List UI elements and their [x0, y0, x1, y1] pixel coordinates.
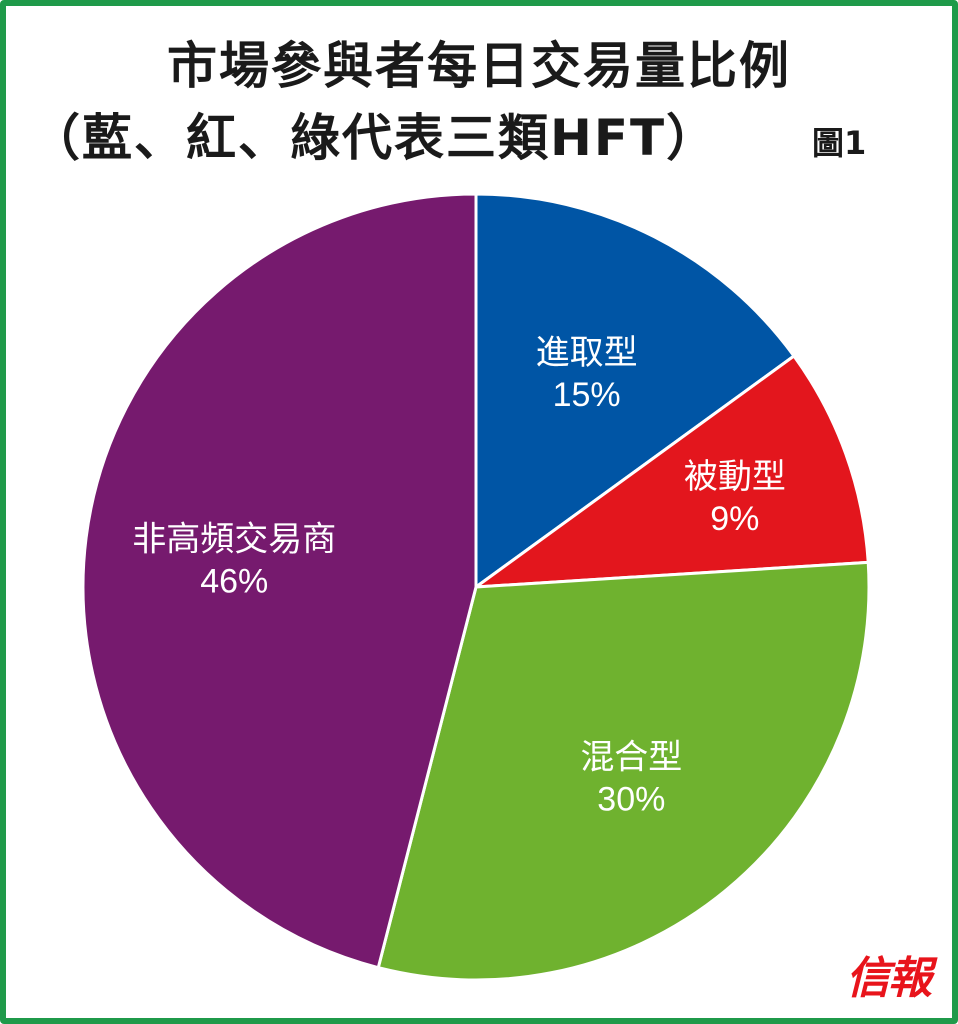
slice-value-label: 9%: [710, 500, 759, 538]
slice-value-label: 15%: [553, 376, 621, 414]
pie-slice-1: [474, 192, 797, 590]
figure-label: 圖1: [812, 124, 867, 162]
slice-name-label: 進取型: [536, 334, 638, 372]
slice-value-label: 46%: [200, 562, 268, 600]
brand-logo: 信報: [846, 953, 932, 1004]
pie-slice-2: [470, 353, 870, 589]
chart-title: 市場參與者每日交易量比例: [167, 37, 791, 95]
chart-subtitle: （藍、紅、綠代表三類HFT）: [30, 109, 719, 167]
slice-name-label: 混合型: [580, 739, 682, 777]
slice-name-label: 非高頻交易商: [132, 520, 336, 558]
slice-value-label: 30%: [597, 781, 665, 819]
slice-name-label: 被動型: [684, 458, 786, 496]
pie-slice-3: [376, 560, 871, 982]
pie-slice-4: [81, 192, 478, 970]
